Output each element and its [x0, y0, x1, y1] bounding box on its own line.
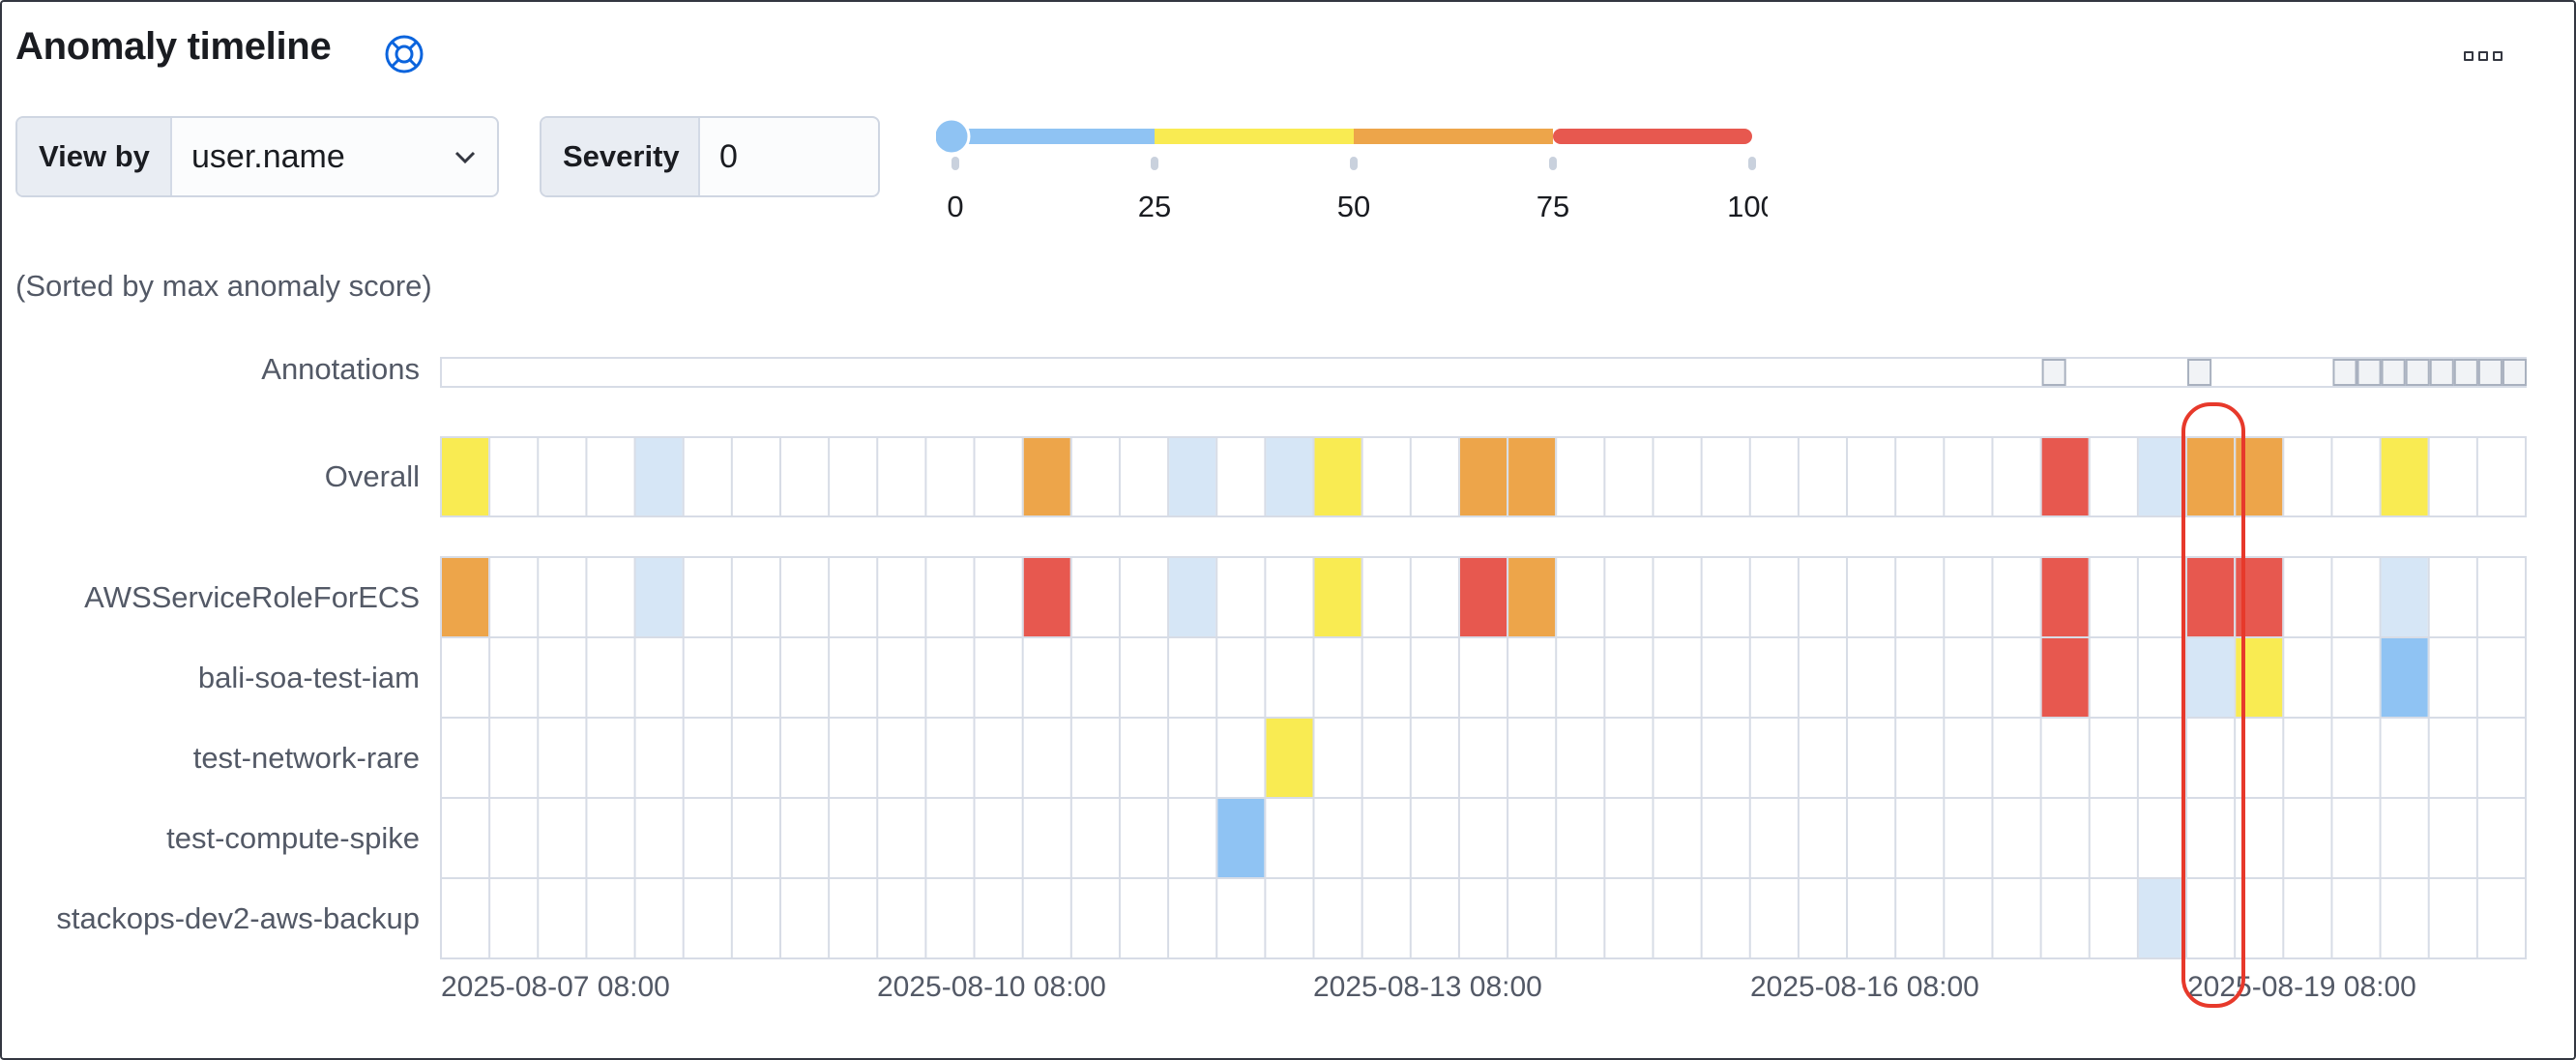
overall-label: Overall	[324, 459, 420, 493]
row-label[interactable]: bali-soa-test-iam	[197, 661, 420, 694]
view-by-label: View by	[17, 118, 172, 195]
severity-input[interactable]: 0	[719, 137, 738, 175]
lifebuoy-icon[interactable]	[383, 33, 425, 75]
row-label[interactable]: AWSServiceRoleForECS	[84, 580, 420, 614]
row-label[interactable]: test-compute-spike	[166, 821, 420, 855]
annotations-label: Annotations	[261, 352, 420, 386]
x-axis-label: 2025-08-10 08:00	[877, 971, 1106, 1003]
slider-thumb[interactable]	[936, 120, 971, 156]
more-icon[interactable]	[2464, 44, 2510, 68]
slider-tick-label: 50	[1337, 190, 1370, 223]
slider-tick-label: 0	[947, 190, 963, 223]
severity-control[interactable]: Severity 0	[540, 116, 880, 197]
x-axis-label: 2025-08-16 08:00	[1750, 971, 1979, 1003]
slider-tick-label: 100	[1727, 190, 1768, 223]
slider-tick	[1151, 157, 1158, 170]
severity-range-band	[1155, 129, 1354, 144]
selected-bucket-highlight	[2181, 402, 2245, 1008]
x-axis-label: 2025-08-13 08:00	[1313, 971, 1542, 1003]
chevron-down-icon	[454, 151, 476, 164]
view-by-value[interactable]: user.name	[172, 118, 497, 195]
severity-range-band	[955, 129, 1155, 144]
row-label[interactable]: test-network-rare	[192, 741, 420, 775]
slider-tick	[1350, 157, 1358, 170]
panel-title: Anomaly timeline	[15, 25, 332, 68]
row-label[interactable]: stackops-dev2-aws-backup	[56, 901, 420, 935]
severity-range-band	[1354, 129, 1553, 144]
severity-range-band	[1553, 129, 1752, 144]
slider-tick-label: 75	[1537, 190, 1569, 223]
sort-note: (Sorted by max anomaly score)	[15, 269, 432, 303]
slider-tick	[1748, 157, 1756, 170]
slider-tick-label: 25	[1138, 190, 1171, 223]
severity-label: Severity	[542, 118, 700, 195]
slider-tick	[951, 157, 959, 170]
view-by-selected: user.name	[191, 137, 345, 175]
slider-tick	[1549, 157, 1557, 170]
x-axis-label: 2025-08-07 08:00	[441, 971, 670, 1003]
view-by-select[interactable]: View by user.name	[15, 116, 499, 197]
severity-slider[interactable]: 0 25 50 75 100	[936, 120, 1768, 226]
